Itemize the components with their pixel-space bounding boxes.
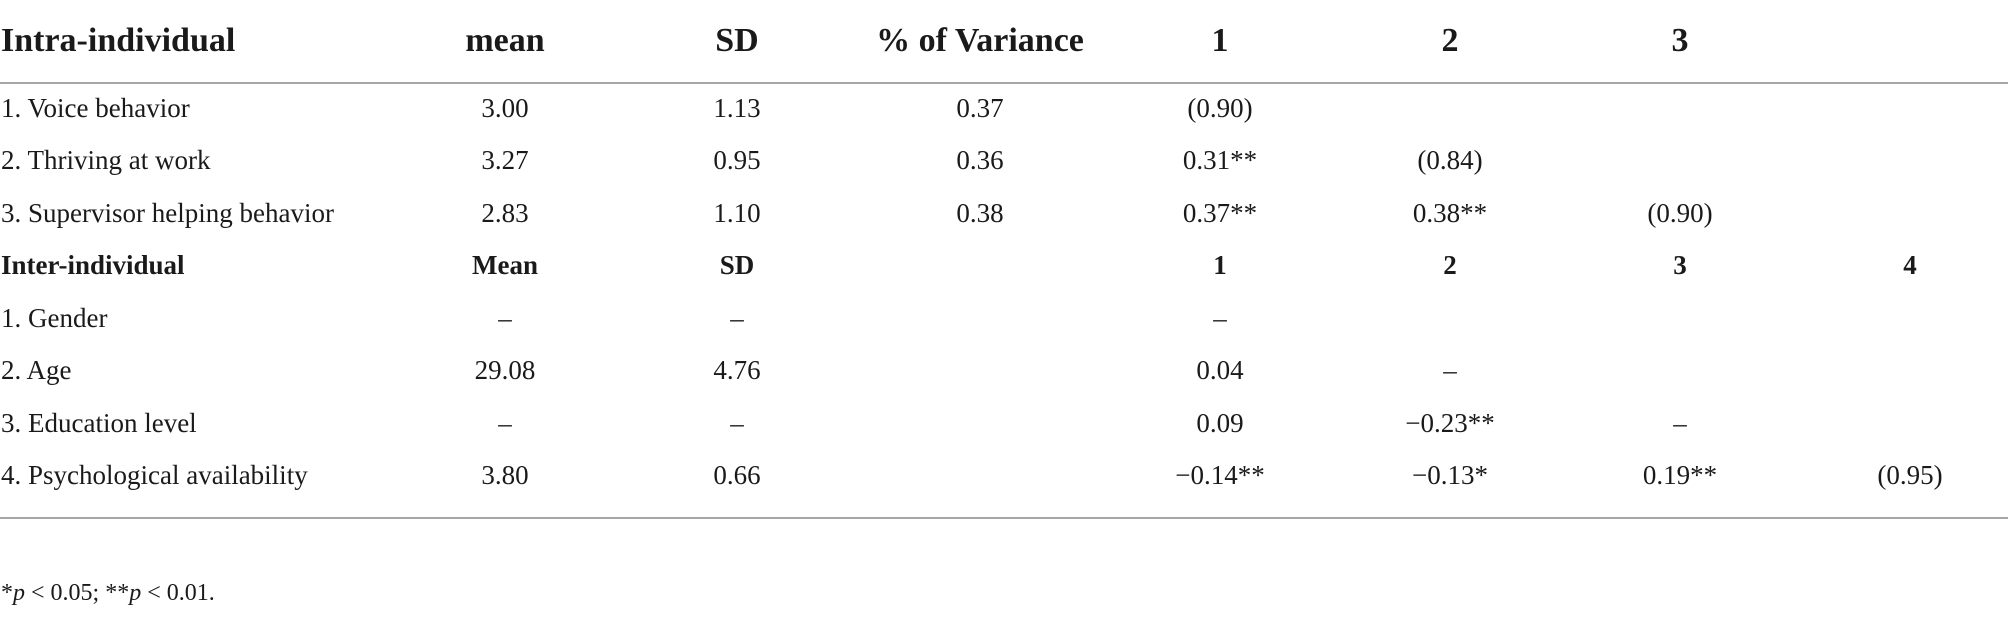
row-label: 3. Education level bbox=[1, 407, 197, 438]
sd-cell: 1.13 bbox=[713, 92, 761, 123]
variance-cell: 0.38 bbox=[956, 197, 1004, 228]
corr-col-1-cell: 0.31** bbox=[1182, 145, 1258, 176]
row-label: 1. Voice behavior bbox=[1, 92, 190, 123]
variance-cell bbox=[850, 397, 1110, 450]
header-cell-col-1: 1 bbox=[1211, 22, 1229, 59]
corr-col-4-cell: (0.95) bbox=[1877, 460, 1943, 491]
corr-col-2-cell: – bbox=[1443, 355, 1457, 386]
corr-col-1-cell: 0.37** bbox=[1182, 197, 1258, 228]
variance-cell bbox=[850, 240, 1110, 293]
sd-cell: 4.76 bbox=[713, 355, 761, 386]
mean-cell: 3.27 bbox=[481, 145, 529, 176]
corr-col-2-cell: 0.38** bbox=[1412, 197, 1488, 228]
footnote-star-2: ** bbox=[105, 580, 130, 606]
corr-col-1-cell: 0.04 bbox=[1196, 355, 1244, 386]
corr-col-1-cell: – bbox=[1213, 302, 1227, 333]
row-label: 3. Supervisor helping behavior bbox=[1, 197, 334, 228]
corr-col-3-cell bbox=[1580, 135, 1780, 188]
table-row: 1. Gender – – – bbox=[0, 292, 2008, 345]
corr-col-2-cell bbox=[1350, 82, 1550, 135]
sd-cell: 0.95 bbox=[713, 145, 761, 176]
corr-col-1-cell: 1 bbox=[1213, 250, 1227, 281]
footnote-p-2: p bbox=[129, 580, 142, 606]
footnote-p-1: p bbox=[13, 580, 25, 606]
variance-cell bbox=[850, 345, 1110, 398]
mean-cell: Mean bbox=[472, 250, 538, 281]
sd-cell: 1.10 bbox=[713, 197, 761, 228]
header-cell-mean: mean bbox=[465, 22, 545, 59]
corr-col-4-cell bbox=[1810, 345, 2008, 398]
table-row: 2. Thriving at work 3.27 0.95 0.36 0.31** (0.… bbox=[0, 135, 2008, 188]
corr-col-3-cell: (0.90) bbox=[1647, 197, 1713, 228]
row-label: 2. Thriving at work bbox=[1, 145, 211, 176]
footnote-text-1: < 0.05; bbox=[25, 580, 106, 606]
mean-cell: – bbox=[498, 407, 512, 438]
row-label: 2. Age bbox=[1, 355, 72, 386]
corr-col-2-cell: −0.23** bbox=[1405, 407, 1495, 438]
variance-cell bbox=[850, 292, 1110, 345]
corr-col-1-cell: −0.14** bbox=[1175, 460, 1265, 491]
table-row: 3. Supervisor helping behavior 2.83 1.10 0.… bbox=[0, 187, 2008, 240]
row-label: 4. Psychological availability bbox=[1, 460, 308, 491]
header-cell-col-4 bbox=[1810, 0, 2008, 82]
footnote-star-1: * bbox=[1, 580, 13, 606]
bottom-rule bbox=[0, 517, 2008, 519]
row-label: 1. Gender bbox=[1, 302, 108, 333]
header-cell-variance: % of Variance bbox=[876, 22, 1084, 59]
variance-cell: 0.37 bbox=[956, 92, 1004, 123]
table-row: 1. Voice behavior 3.00 1.13 0.37 (0.90) bbox=[0, 82, 2008, 135]
mean-cell: – bbox=[498, 302, 512, 333]
header-cell-col-3: 3 bbox=[1671, 22, 1689, 59]
corr-col-3-cell: 0.19** bbox=[1642, 460, 1718, 491]
mean-cell: 3.00 bbox=[481, 92, 529, 123]
corr-col-1-cell: 0.09 bbox=[1196, 407, 1244, 438]
table-row: 4. Psychological availability 3.80 0.66 −0.… bbox=[0, 450, 2008, 503]
mean-cell: 2.83 bbox=[481, 197, 529, 228]
correlation-table: Intra-individual mean SD % of Variance 1… bbox=[0, 0, 2008, 502]
table-row: 3. Education level – – 0.09 −0.23** – bbox=[0, 397, 2008, 450]
corr-col-4-cell: 4 bbox=[1903, 250, 1917, 281]
corr-col-4-cell bbox=[1810, 187, 2008, 240]
corr-col-4-cell bbox=[1810, 135, 2008, 188]
table-body: 1. Voice behavior 3.00 1.13 0.37 (0.90) 2. Th… bbox=[0, 82, 2008, 502]
corr-col-3-cell: 3 bbox=[1673, 250, 1687, 281]
corr-col-4-cell bbox=[1810, 397, 2008, 450]
header-cell-label: Intra-individual bbox=[1, 22, 236, 59]
variance-cell bbox=[850, 450, 1110, 503]
header-rule bbox=[0, 82, 2008, 84]
header-cell-sd: SD bbox=[715, 22, 759, 59]
table-header-row: Intra-individual mean SD % of Variance 1… bbox=[0, 0, 2008, 82]
row-label: Inter-individual bbox=[1, 250, 185, 281]
mean-cell: 3.80 bbox=[481, 460, 529, 491]
table-footnote: *p < 0.05; **p < 0.01. bbox=[1, 580, 215, 607]
corr-col-3-cell bbox=[1580, 82, 1780, 135]
sd-cell: – bbox=[730, 407, 744, 438]
mean-cell: 29.08 bbox=[474, 355, 536, 386]
corr-col-2-cell bbox=[1350, 292, 1550, 345]
table-row: 2. Age 29.08 4.76 0.04 – bbox=[0, 345, 2008, 398]
corr-col-3-cell bbox=[1580, 292, 1780, 345]
corr-col-3-cell bbox=[1580, 345, 1780, 398]
corr-col-2-cell: (0.84) bbox=[1417, 145, 1483, 176]
corr-col-2-cell: −0.13* bbox=[1412, 460, 1488, 491]
footnote-text-2: < 0.01. bbox=[141, 580, 215, 606]
sd-cell: – bbox=[730, 302, 744, 333]
header-cell-col-2: 2 bbox=[1441, 22, 1459, 59]
corr-col-2-cell: 2 bbox=[1443, 250, 1457, 281]
corr-col-4-cell bbox=[1810, 82, 2008, 135]
corr-col-4-cell bbox=[1810, 292, 2008, 345]
corr-col-1-cell: (0.90) bbox=[1187, 92, 1253, 123]
variance-cell: 0.36 bbox=[956, 145, 1004, 176]
sd-cell: SD bbox=[719, 250, 755, 281]
corr-col-3-cell: – bbox=[1673, 407, 1687, 438]
sd-cell: 0.66 bbox=[713, 460, 761, 491]
table-subheader-row: Inter-individual Mean SD 1 2 3 4 bbox=[0, 240, 2008, 293]
